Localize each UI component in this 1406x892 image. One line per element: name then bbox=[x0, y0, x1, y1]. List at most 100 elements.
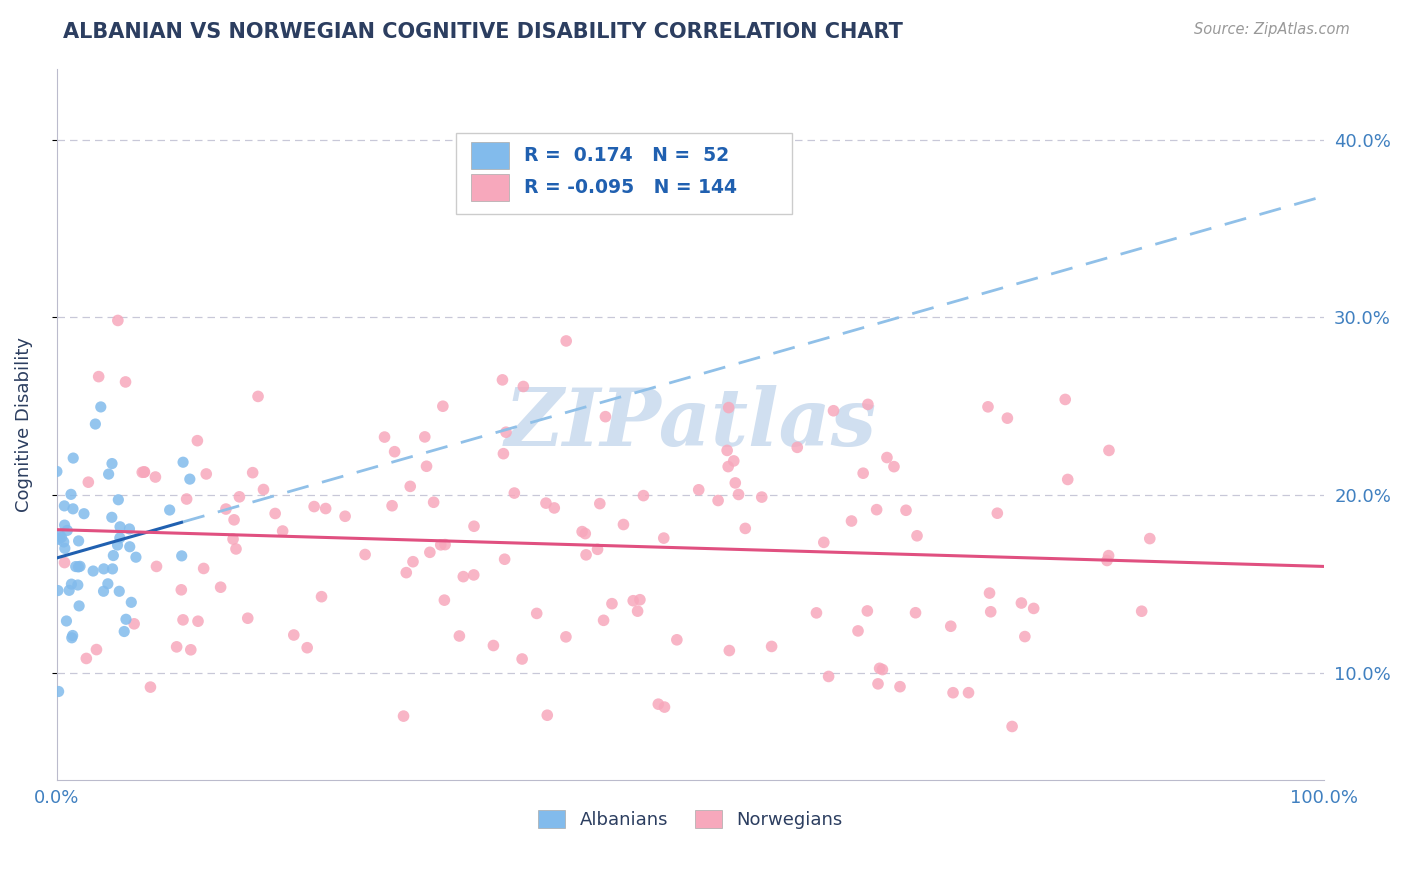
Point bbox=[665, 632, 688, 647]
Point bbox=[1022, 601, 1045, 615]
Point bbox=[415, 459, 437, 474]
Point bbox=[734, 521, 756, 535]
Point bbox=[354, 548, 377, 562]
Point bbox=[977, 400, 1000, 414]
FancyBboxPatch shape bbox=[471, 142, 509, 169]
Point bbox=[1139, 532, 1161, 546]
Point bbox=[67, 560, 90, 574]
Point bbox=[60, 631, 83, 645]
Point bbox=[626, 604, 648, 618]
Point bbox=[62, 451, 84, 466]
Point bbox=[48, 533, 70, 547]
Point bbox=[187, 614, 209, 628]
Point bbox=[82, 564, 104, 578]
Point bbox=[170, 549, 193, 563]
Point bbox=[402, 555, 425, 569]
Point bbox=[101, 562, 124, 576]
Point bbox=[122, 616, 145, 631]
Point bbox=[723, 454, 745, 468]
Point bbox=[463, 519, 485, 533]
Point bbox=[595, 409, 617, 424]
Point bbox=[52, 535, 75, 549]
Point bbox=[384, 444, 406, 458]
Point bbox=[60, 577, 83, 591]
Point bbox=[172, 455, 194, 469]
Point bbox=[180, 642, 202, 657]
Point bbox=[53, 499, 76, 513]
Point bbox=[134, 465, 156, 479]
Point bbox=[97, 467, 120, 482]
Point bbox=[145, 559, 167, 574]
Point bbox=[114, 375, 136, 389]
Point bbox=[107, 538, 129, 552]
Point bbox=[56, 524, 79, 538]
Point bbox=[166, 640, 188, 654]
Point bbox=[413, 430, 436, 444]
Point bbox=[503, 486, 526, 500]
Point bbox=[980, 605, 1002, 619]
Point bbox=[419, 545, 441, 559]
Point bbox=[373, 430, 395, 444]
Point bbox=[555, 334, 578, 348]
Point bbox=[957, 686, 980, 700]
Point bbox=[904, 606, 927, 620]
FancyBboxPatch shape bbox=[471, 175, 509, 202]
Point bbox=[628, 592, 651, 607]
Point bbox=[271, 524, 294, 538]
Point bbox=[103, 549, 125, 563]
Point bbox=[986, 506, 1008, 520]
Point bbox=[688, 483, 710, 497]
Point bbox=[647, 697, 669, 711]
Point bbox=[1056, 473, 1078, 487]
Legend: Albanians, Norwegians: Albanians, Norwegians bbox=[533, 805, 848, 835]
Point bbox=[118, 522, 141, 536]
Point bbox=[186, 434, 208, 448]
Point bbox=[939, 619, 962, 633]
Point bbox=[1130, 604, 1153, 618]
Point bbox=[112, 624, 135, 639]
Point bbox=[856, 604, 879, 618]
Text: ZIPatlas: ZIPatlas bbox=[505, 385, 876, 463]
Point bbox=[574, 526, 596, 541]
Point bbox=[491, 373, 513, 387]
Point bbox=[1010, 596, 1032, 610]
Point bbox=[101, 457, 124, 471]
Point bbox=[852, 466, 875, 480]
Point bbox=[724, 475, 747, 490]
Point bbox=[193, 561, 215, 575]
Point bbox=[395, 566, 418, 580]
Point bbox=[652, 531, 675, 545]
Point bbox=[179, 472, 201, 486]
Point bbox=[453, 569, 475, 583]
Point bbox=[512, 379, 534, 393]
Point bbox=[817, 669, 839, 683]
Point bbox=[97, 576, 120, 591]
Point bbox=[93, 562, 115, 576]
Point bbox=[841, 514, 863, 528]
Point bbox=[589, 497, 612, 511]
Point bbox=[66, 578, 89, 592]
Point bbox=[77, 475, 100, 490]
Point bbox=[311, 590, 333, 604]
Point bbox=[1054, 392, 1077, 407]
Point bbox=[125, 550, 148, 565]
Point bbox=[51, 530, 73, 544]
Point bbox=[67, 599, 90, 613]
Point bbox=[536, 708, 558, 723]
Point bbox=[894, 503, 917, 517]
Point bbox=[236, 611, 259, 625]
Point bbox=[806, 606, 828, 620]
Point bbox=[592, 613, 614, 627]
Point bbox=[1014, 630, 1036, 644]
Point bbox=[107, 313, 129, 327]
Point bbox=[717, 401, 740, 415]
Point bbox=[90, 400, 112, 414]
Point bbox=[865, 502, 887, 516]
Point bbox=[633, 489, 655, 503]
Point bbox=[905, 529, 928, 543]
Point bbox=[264, 507, 287, 521]
Point bbox=[209, 580, 232, 594]
Point bbox=[813, 535, 835, 549]
Point bbox=[69, 559, 91, 574]
Point bbox=[434, 538, 457, 552]
